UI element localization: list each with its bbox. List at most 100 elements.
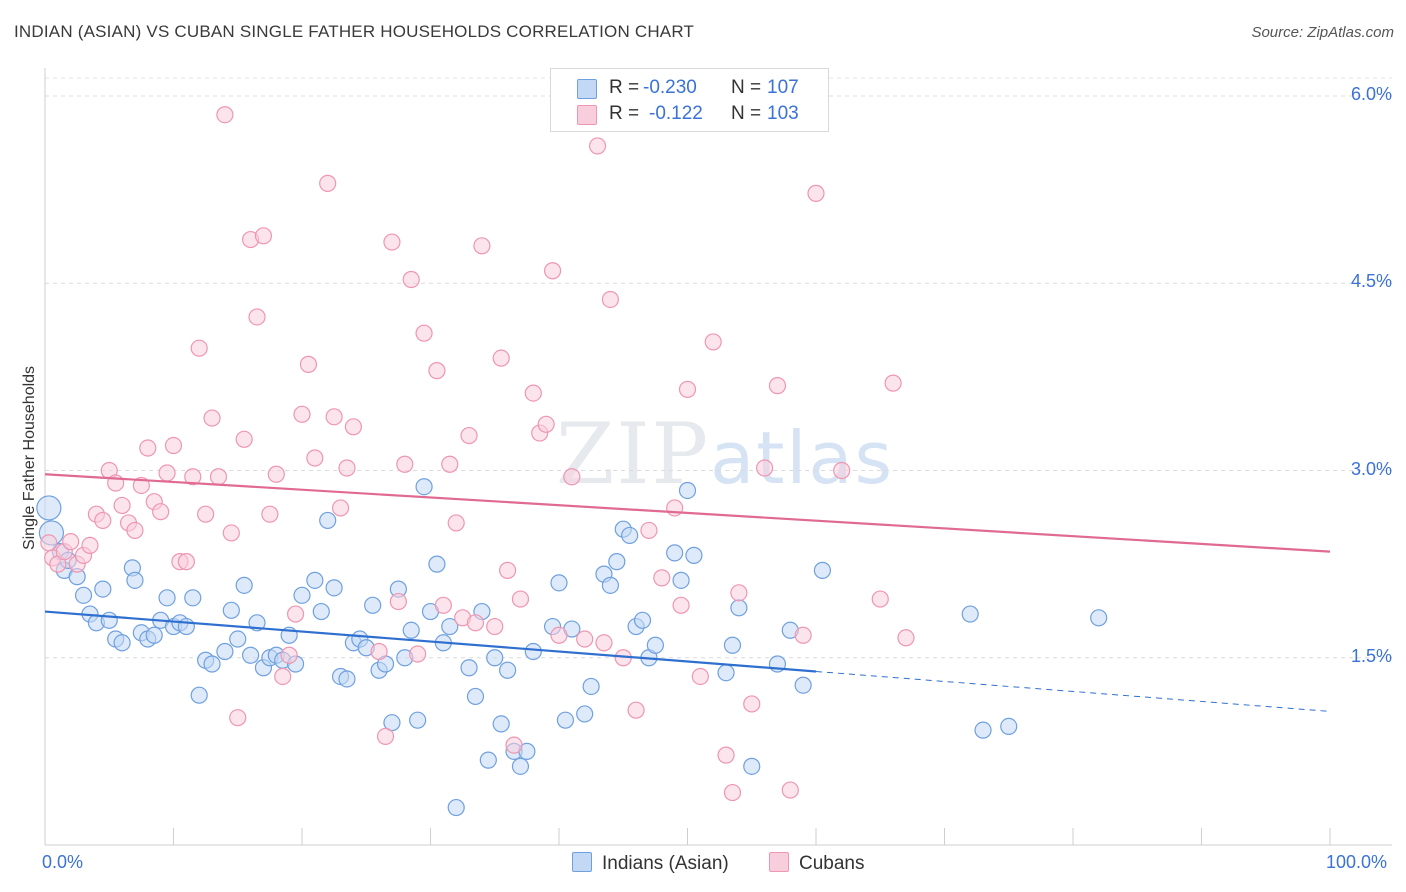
cuban-point [216,106,234,124]
cuban-point [274,667,292,686]
cuban-point [209,468,228,486]
bottom-legend-cubans[interactable]: Cubans [769,852,865,875]
cuban-point [267,465,285,483]
indian-point [1000,717,1018,736]
indian-point [113,634,131,652]
indian-point [222,601,240,619]
indian-point [479,751,497,769]
indian-point [743,757,761,775]
cuban-point [197,505,215,523]
bottom-legend-indians[interactable]: Indians (Asian) [572,852,729,875]
cuban-point [376,727,395,745]
cuban-point [164,436,183,455]
legend-n-label: N = [731,103,762,124]
data-points [36,106,1108,817]
cuban-point [261,505,279,523]
cuban-point [466,614,485,632]
indian-point [511,757,530,775]
cuban-point [409,645,427,663]
cuban-point [601,290,620,309]
legend-swatch-cubans [577,105,597,125]
indian-point [608,553,626,571]
indian-point [556,711,575,729]
indian-point [306,571,324,589]
indian-point [312,602,330,621]
legend-n-value: 107 [767,77,799,98]
indian-point [126,571,144,589]
indian-point [100,611,118,629]
trend-lines [44,473,1331,712]
y-tick-label: 3.0% [1350,458,1392,479]
cuban-point [588,137,607,155]
cuban-point [177,553,195,571]
cuban-point [299,355,318,373]
x-tick-label-max: 100.0% [1326,852,1388,872]
indian-point [158,589,176,607]
indian-point [177,617,195,636]
indian-point [1090,609,1108,627]
cuban-point [152,503,170,521]
legend-n-value: 103 [767,103,799,124]
indian-point [216,642,234,661]
cuban-point [730,584,748,602]
y-tick-label: 6.0% [1350,84,1392,104]
watermark-atlas: atlas [710,416,895,500]
cuban-point [441,455,459,473]
indian-point [601,576,620,594]
cuban-point [203,409,221,427]
cuban-point [486,617,504,636]
legend-r-value: -0.230 [643,77,697,98]
cuban-point [434,596,452,614]
indian-point [447,798,465,817]
cuban-point [794,626,812,644]
cuban-point [94,511,112,530]
indian-point [203,655,221,673]
cuban-point [897,629,915,647]
cuban-point [286,605,305,623]
indian-point [524,642,542,661]
indian-point [486,649,504,667]
cuban-point [550,626,568,644]
x-tick-label-min: 0.0% [42,852,84,872]
legend-r-value: -0.122 [649,103,703,124]
bottom-legend-swatch-indians [572,852,592,872]
cuban-point [383,233,401,251]
cuban-point [447,514,465,532]
cuban-point [40,534,58,552]
cuban-point [691,667,709,686]
cuban-point [563,468,581,486]
indian-point [415,478,433,496]
cuban-point [704,333,722,351]
cuban-point [325,408,343,426]
cuban-point [235,430,253,448]
bottom-legend-swatch-cubans [769,852,789,872]
correlation-legend: R = -0.230 N = 107 R = -0.122 N = 103 [550,68,829,132]
cuban-point [402,270,420,289]
cuban-point [743,695,761,713]
cuban-point [415,324,433,342]
cuban-point [280,646,298,664]
cuban-point [884,374,902,392]
indian-point [492,715,510,733]
indian-point [441,617,459,636]
indian-point [678,481,697,500]
cuban-point [473,237,491,255]
cuban-point [768,377,787,395]
cuban-point [396,455,414,473]
indian-point [646,636,664,654]
chart-title: INDIAN (ASIAN) VS CUBAN SINGLE FATHER HO… [14,22,695,41]
bottom-legend-label-cubans: Cubans [799,853,865,874]
cuban-point [505,736,523,754]
cuban-point [640,521,658,540]
cuban-point [543,262,562,280]
indian-point [145,626,163,644]
cuban-point [132,476,150,495]
indian-point [190,686,208,704]
cuban-point [344,418,362,436]
cuban-point [717,746,735,764]
y-tick-label: 1.5% [1350,645,1392,666]
y-tick-label: 4.5% [1350,271,1392,292]
chart-source: Source: ZipAtlas.com [1251,24,1394,41]
cuban-point [595,634,613,652]
